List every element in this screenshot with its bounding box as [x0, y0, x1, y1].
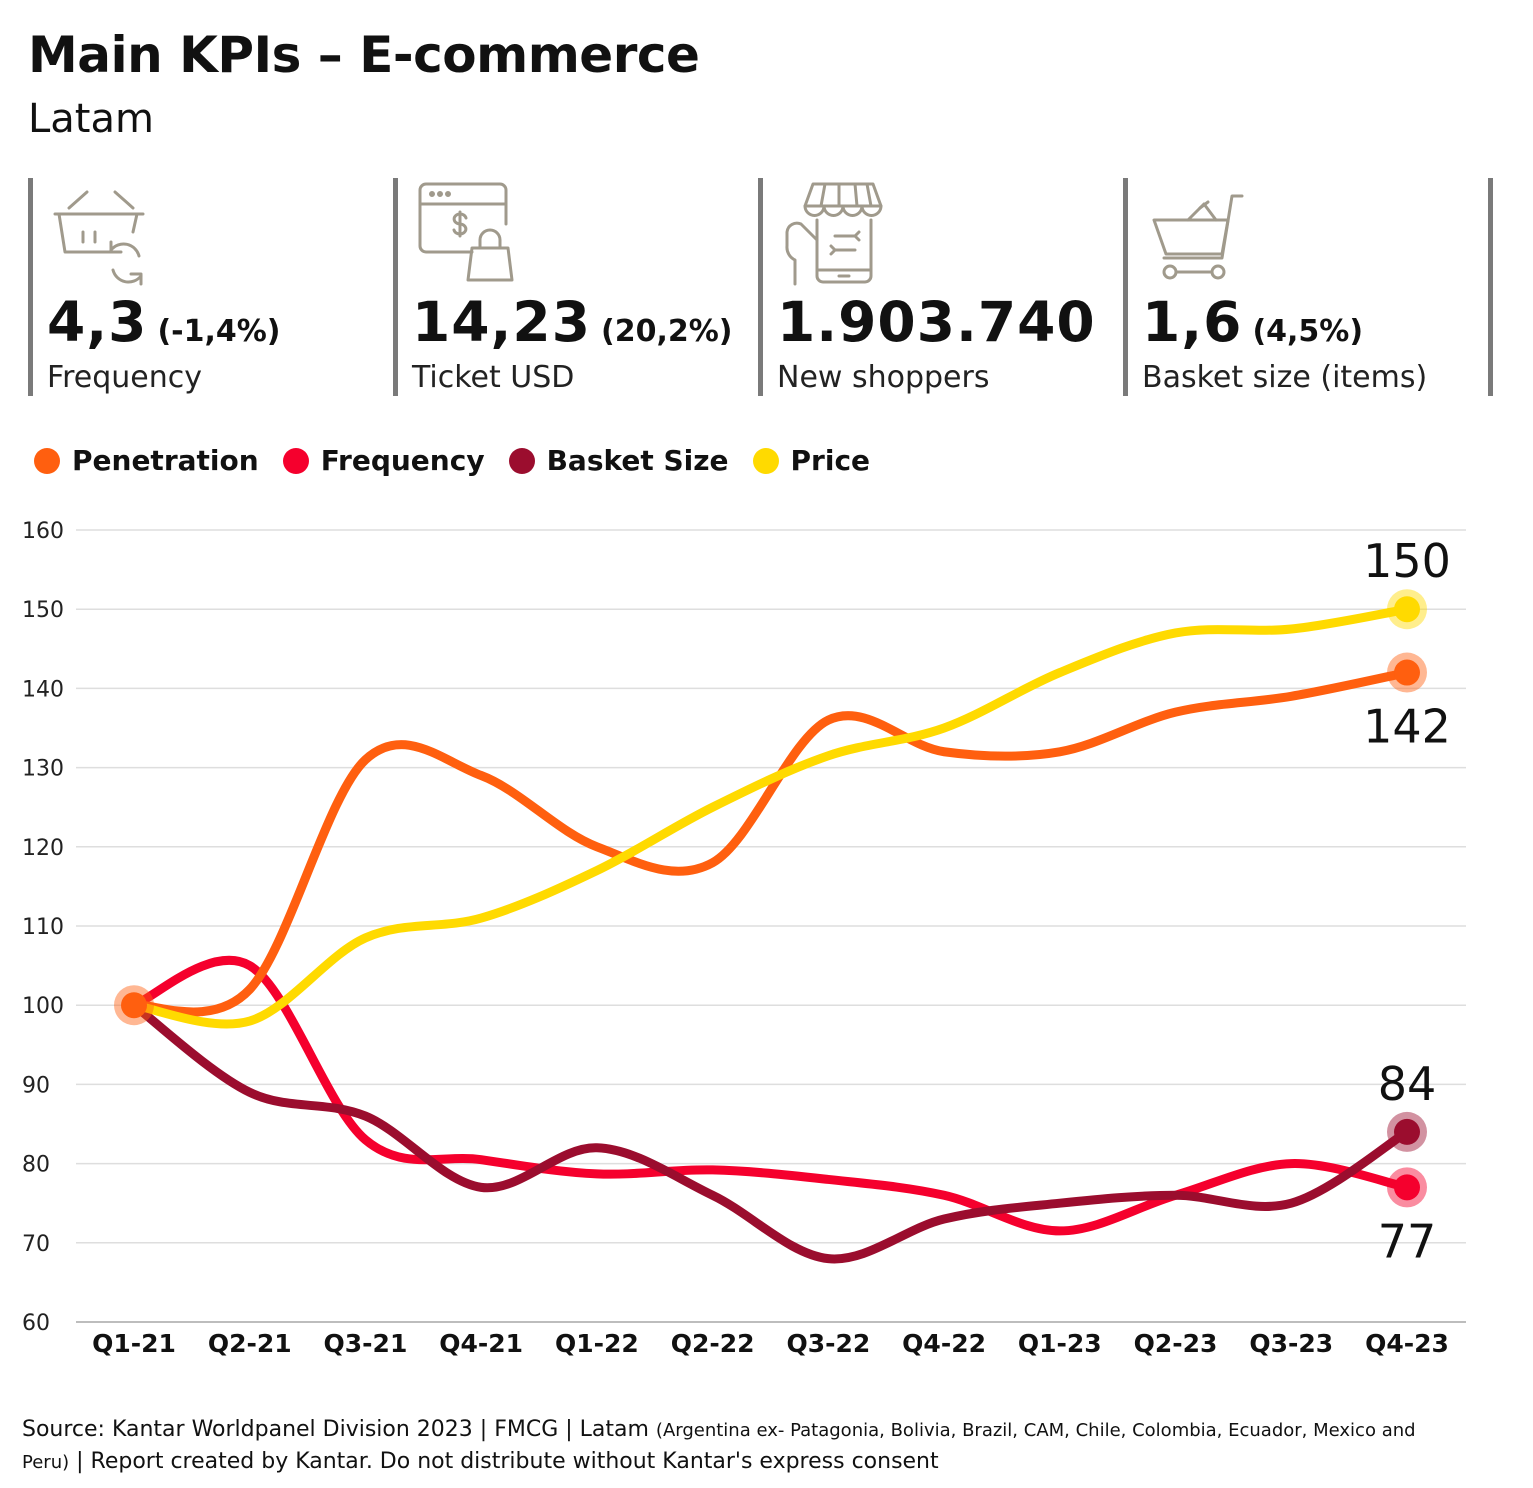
y-tick-label: 100: [22, 994, 64, 1019]
kpi-frequency-change: (-1,4%): [157, 314, 281, 349]
end-value-label: 150: [1363, 534, 1451, 588]
y-tick-label: 80: [22, 1153, 50, 1178]
x-tick-label: Q3-23: [1249, 1329, 1333, 1358]
shopping-cart-icon: [1152, 194, 1244, 280]
legend-swatch-basket-size: [508, 447, 535, 474]
online-store-phone-icon: [785, 182, 883, 286]
legend-item-price: Price: [752, 444, 871, 477]
kpi-frequency-value: 4,3 (-1,4%): [47, 290, 281, 354]
kpi-basket-size: 1,6 (4,5%) Basket size (items): [1123, 178, 1427, 396]
end-marker-frequency: [1394, 1174, 1420, 1201]
x-tick-label: Q1-21: [92, 1329, 176, 1358]
kpi-ticket-number: 14,23: [412, 290, 591, 354]
source-text: Source: Kantar Worldpanel Division 2023 …: [22, 1417, 656, 1442]
kpi-frequency-label: Frequency: [47, 360, 202, 395]
legend-item-basket-size: Basket Size: [508, 444, 729, 477]
x-tick-label: Q3-21: [324, 1329, 408, 1358]
kpi-new-shoppers-label: New shoppers: [777, 360, 990, 395]
y-tick-label: 160: [22, 519, 64, 544]
legend-label-basket-size: Basket Size: [546, 444, 729, 477]
kpi-frequency-number: 4,3: [47, 290, 148, 354]
y-tick-label: 110: [22, 915, 64, 940]
y-tick-label: 60: [22, 1311, 50, 1336]
basket-refresh-icon: [53, 190, 145, 286]
series-line-basket-size: [129, 1000, 1412, 1264]
legend-label-price: Price: [790, 444, 871, 477]
series-line-price: [129, 604, 1412, 1029]
x-tick-label: Q2-22: [671, 1329, 755, 1358]
end-marker-basket-size: [1394, 1118, 1420, 1145]
y-tick-label: 70: [22, 1232, 50, 1257]
page-title: Main KPIs – E-commerce: [28, 26, 700, 84]
start-marker: [121, 992, 147, 1019]
legend-label-frequency: Frequency: [320, 444, 485, 477]
y-tick-label: 150: [22, 598, 64, 623]
kpi-ticket-change: (20,2%): [600, 314, 733, 349]
kpi-new-shoppers: 1.903.740 New shoppers: [758, 178, 1095, 396]
line-chart: 60 70 80 90 100 110 120 130 140 150 160 Q1-21 Q2-21 Q…: [22, 519, 1466, 1358]
kpi-new-shoppers-value: 1.903.740: [777, 290, 1106, 354]
end-value-label: 84: [1378, 1057, 1437, 1111]
x-tick-label: Q4-23: [1365, 1329, 1449, 1358]
y-tick-label: 130: [22, 757, 64, 782]
browser-price-bag-icon: [418, 182, 514, 282]
kpi-ticket: 14,23 (20,2%) Ticket USD: [393, 178, 732, 396]
end-marker-penetration: [1394, 659, 1420, 686]
kpi-new-shoppers-number: 1.903.740: [777, 290, 1096, 354]
chart-legend: Penetration Frequency Basket Size Price: [34, 444, 870, 477]
x-tick-label: Q3-22: [786, 1329, 870, 1358]
x-tick-label: Q2-21: [208, 1329, 292, 1358]
y-tick-label: 140: [22, 677, 64, 702]
source-countries: (Argentina ex- Patagonia, Bolivia, Brazi…: [22, 1420, 1416, 1473]
series-line-frequency: [129, 955, 1412, 1236]
kpi-basket-size-number: 1,6: [1142, 290, 1243, 354]
series-line-penetration: [129, 668, 1412, 1017]
x-tick-label: Q1-23: [1018, 1329, 1102, 1358]
x-tick-label: Q4-21: [439, 1329, 523, 1358]
end-marker-price: [1394, 596, 1420, 623]
legend-item-frequency: Frequency: [282, 444, 485, 477]
y-tick-label: 90: [22, 1073, 50, 1098]
end-value-label: 77: [1378, 1214, 1437, 1268]
kpi-ticket-label: Ticket USD: [412, 360, 575, 395]
kpi-basket-size-value: 1,6 (4,5%): [1142, 290, 1363, 354]
legend-swatch-frequency: [282, 447, 309, 474]
kpi-basket-size-change: (4,5%): [1252, 314, 1364, 349]
y-tick-label: 120: [22, 836, 64, 861]
kpi-frequency: 4,3 (-1,4%) Frequency: [28, 178, 281, 396]
legend-swatch-penetration: [34, 447, 60, 474]
legend-swatch-price: [752, 447, 779, 474]
x-tick-label: Q1-22: [555, 1329, 639, 1358]
end-value-label: 142: [1363, 700, 1451, 754]
x-tick-label: Q4-22: [902, 1329, 986, 1358]
x-tick-label: Q2-23: [1134, 1329, 1218, 1358]
kpi-ticket-value: 14,23 (20,2%): [412, 290, 732, 354]
kpi-basket-size-label: Basket size (items): [1142, 360, 1428, 395]
legend-item-penetration: Penetration: [34, 444, 259, 477]
source-footnote: Source: Kantar Worldpanel Division 2023 …: [22, 1414, 1422, 1478]
source-disclaimer: | Report created by Kantar. Do not distr…: [69, 1449, 939, 1474]
legend-label-penetration: Penetration: [72, 444, 259, 477]
kpi-divider-right: [1488, 178, 1493, 396]
page-subtitle: Latam: [28, 96, 154, 142]
